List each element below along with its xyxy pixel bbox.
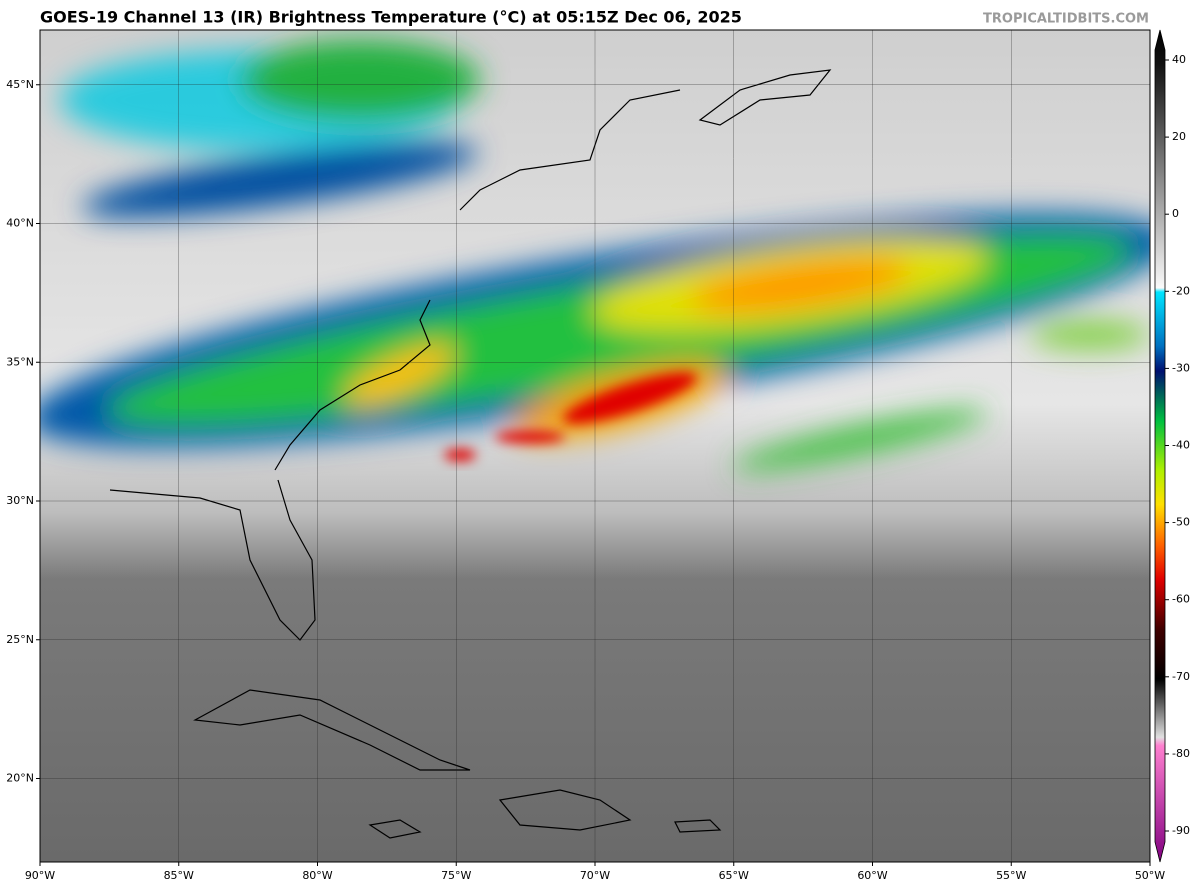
lat-tick-label: 35°N — [6, 355, 34, 368]
cloud — [345, 344, 455, 406]
lat-tick-label: 25°N — [6, 633, 34, 646]
colorbar-tick-label: 0 — [1172, 207, 1179, 220]
colorbar: 40 20 0 -20 -30 -40 -50 -60 -70 -80 -90 — [1154, 29, 1190, 863]
convective-cores — [444, 372, 697, 461]
lat-tick-label: 30°N — [6, 494, 34, 507]
lon-tick-label: 70°W — [580, 869, 610, 882]
colorbar-tick-label: -40 — [1172, 439, 1190, 452]
colorbar-tick-label: -30 — [1172, 361, 1190, 374]
graticule — [40, 30, 1150, 862]
colorbar-scale — [1154, 29, 1166, 863]
source: TROPICALTIDBITS.COM — [983, 12, 1149, 27]
colorbar-tick-label: 40 — [1172, 53, 1186, 66]
core — [444, 449, 476, 461]
lat-tick-label: 20°N — [6, 772, 34, 785]
colorbar-tick-label: -90 — [1172, 824, 1190, 837]
lon-tick-label: 65°W — [719, 869, 749, 882]
lat-tick-label: 40°N — [6, 217, 34, 230]
colorbar-tick-label: -80 — [1172, 747, 1190, 760]
cloud — [81, 142, 479, 218]
lon-tick-label: 55°W — [996, 869, 1026, 882]
lat-tick-label: 45°N — [6, 78, 34, 91]
lon-tick-label: 85°W — [164, 869, 194, 882]
lon-tick-label: 75°W — [441, 869, 471, 882]
cloud — [732, 409, 988, 471]
coastline — [459, 69, 832, 211]
colorbar-tick-label: -20 — [1172, 284, 1190, 297]
core — [495, 431, 565, 443]
core — [563, 372, 697, 424]
lon-tick-label: 90°W — [25, 869, 55, 882]
colorbar-tick-label: -70 — [1172, 670, 1190, 683]
coastline — [368, 789, 722, 839]
coastlines — [109, 69, 832, 839]
coastline — [193, 689, 471, 771]
coastline — [109, 299, 431, 641]
colorbar-tick-label: 20 — [1172, 130, 1186, 143]
axes: 90°W 85°W 80°W 75°W 70°W 65°W 60°W 55°W 50°W 20°N… — [6, 78, 1165, 882]
cloud — [691, 258, 909, 312]
colorbar-tick-label: -60 — [1172, 593, 1190, 606]
cloud — [240, 40, 480, 120]
lon-tick-label: 60°W — [857, 869, 887, 882]
title: GOES-19 Channel 13 (IR) Brightness Tempe… — [40, 8, 742, 27]
colorbar-tick-label: -50 — [1172, 516, 1190, 529]
lon-tick-label: 50°W — [1135, 869, 1165, 882]
satellite-image — [40, 30, 1150, 862]
cloud — [1030, 321, 1150, 349]
lon-tick-label: 80°W — [302, 869, 332, 882]
